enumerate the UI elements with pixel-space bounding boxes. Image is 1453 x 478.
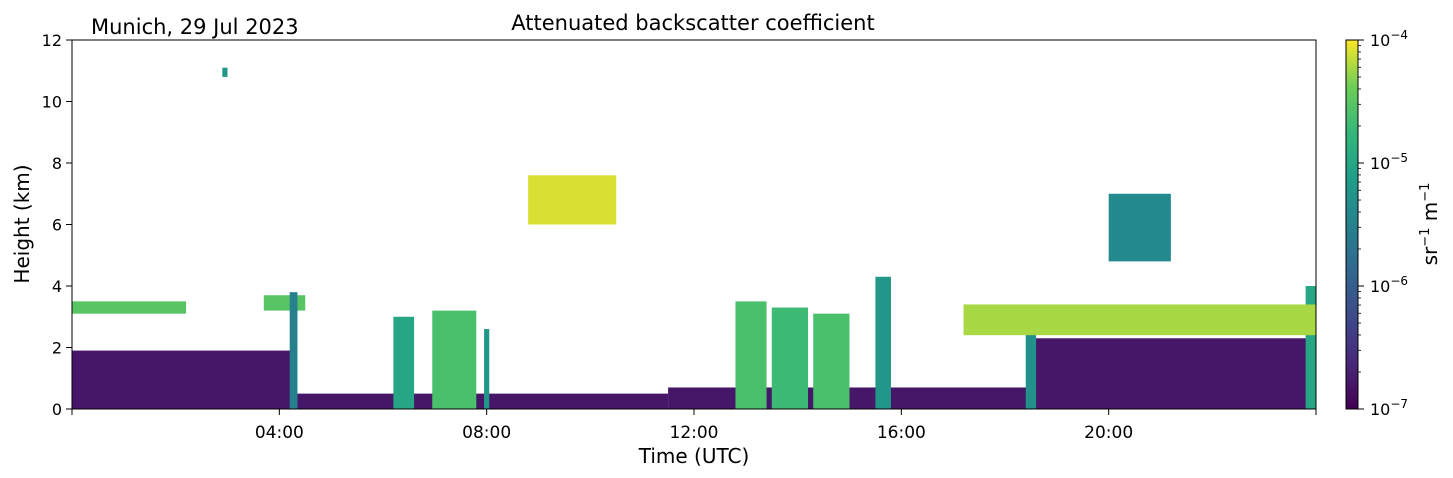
colorbar-axis: 10−7 10−6 10−5 10−4 [1358, 28, 1408, 419]
x-tick-label: 12:00 [670, 423, 719, 443]
x-tick-label: 08:00 [462, 423, 511, 443]
precip-column [1305, 286, 1316, 409]
y-tick-label: 6 [52, 216, 62, 235]
mid-cloud [1108, 193, 1171, 262]
colorbar-tick-label: 10−4 [1370, 28, 1408, 50]
colorbar [1345, 39, 1359, 410]
precip-column [771, 307, 809, 409]
colorbar-tick-label: 10−5 [1370, 151, 1408, 173]
boundary-layer-aerosol [72, 350, 295, 409]
y-axis-label: Height (km) [10, 164, 34, 283]
residual-layer [263, 295, 306, 311]
chart-title: Attenuated backscatter coefficient [511, 11, 874, 35]
precip-column [875, 276, 891, 409]
precip-column [735, 301, 767, 409]
high-cloud [528, 175, 617, 225]
precip-column [813, 313, 850, 409]
precip-column [1025, 313, 1037, 409]
x-axis: 04:00 08:00 12:00 16:00 20:00 [71, 409, 1317, 443]
y-tick-label: 2 [52, 339, 62, 358]
colorbar-tick-label: 10−6 [1370, 274, 1408, 296]
heatmap-field [72, 67, 1316, 409]
x-axis-label: Time (UTC) [638, 444, 750, 468]
colorbar-tick-label: 10−7 [1370, 397, 1408, 419]
residual-layer [72, 301, 187, 314]
y-tick-label: 8 [52, 154, 62, 173]
boundary-layer-aerosol [294, 393, 669, 409]
x-tick-label: 04:00 [255, 423, 304, 443]
precip-column [393, 316, 415, 409]
x-tick-label: 20:00 [1084, 423, 1133, 443]
y-tick-label: 12 [42, 31, 62, 50]
precip-column [432, 310, 477, 409]
y-axis: 0 2 4 6 8 10 12 [42, 31, 72, 419]
precip-column [484, 329, 490, 409]
boundary-layer-aerosol [1030, 338, 1316, 409]
high-cloud [222, 67, 228, 77]
precip-column [289, 292, 298, 409]
y-tick-label: 0 [52, 400, 62, 419]
colorbar-label: sr−1 m−1 [1418, 183, 1442, 266]
y-tick-label: 4 [52, 277, 62, 296]
x-tick-label: 16:00 [877, 423, 926, 443]
chart-subtitle: Munich, 29 Jul 2023 [91, 15, 299, 39]
y-tick-label: 10 [42, 93, 62, 112]
cloud-base [963, 304, 1316, 336]
